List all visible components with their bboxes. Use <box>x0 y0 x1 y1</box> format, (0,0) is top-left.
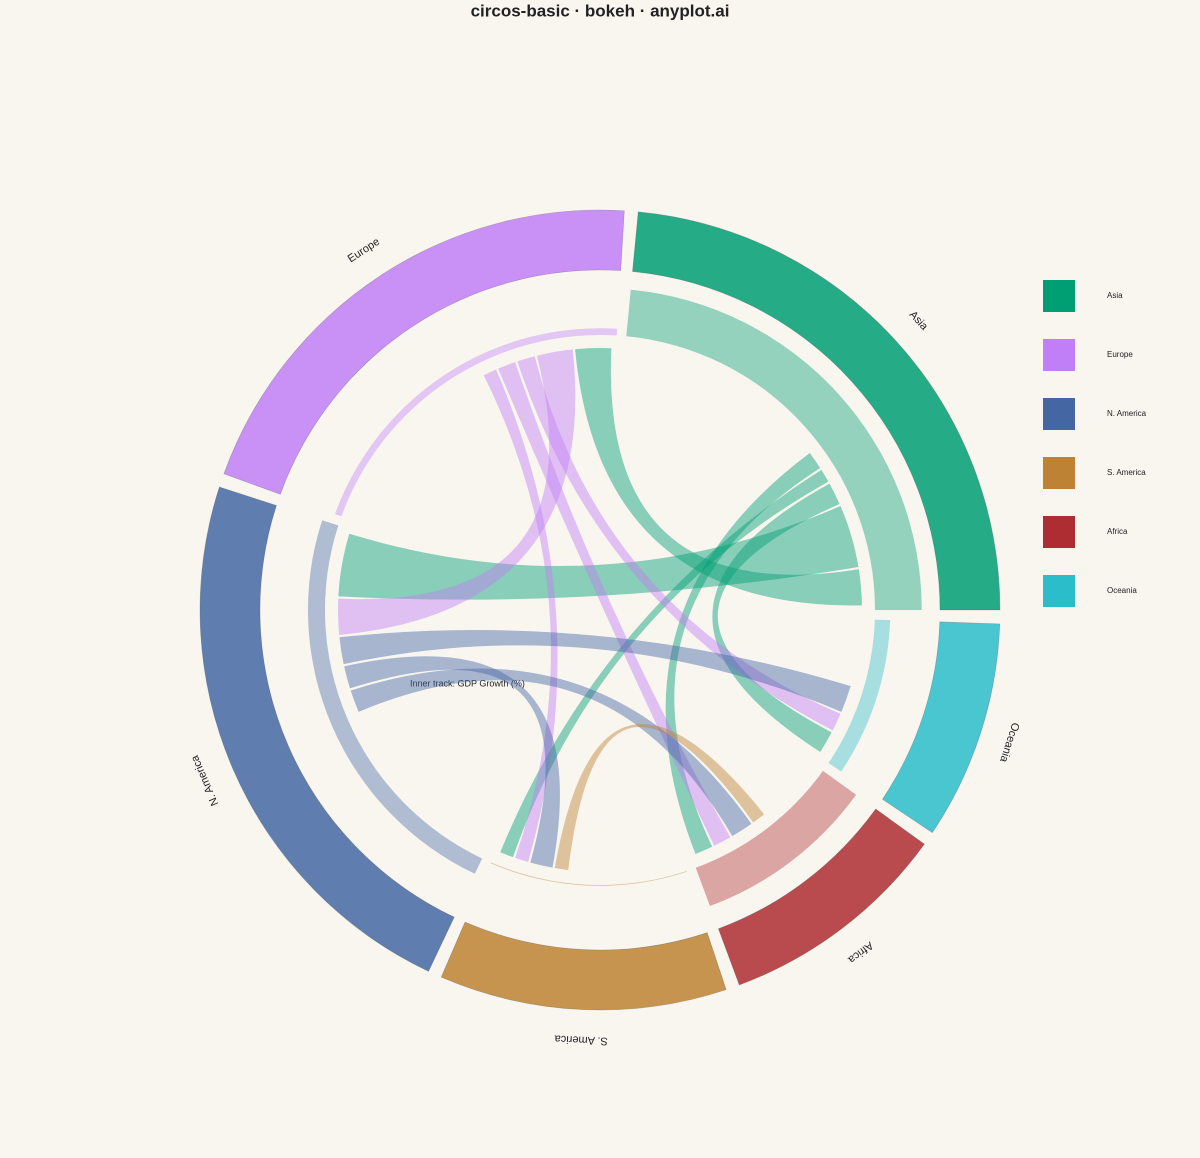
segment-arc <box>718 808 925 986</box>
link <box>338 349 576 635</box>
segment-label: Africa <box>845 939 875 966</box>
link <box>338 506 859 600</box>
link <box>498 362 731 846</box>
legend-label: Africa <box>1107 527 1128 536</box>
legend-label: S. America <box>1107 468 1146 477</box>
track-bar <box>695 770 857 907</box>
link <box>712 483 840 752</box>
legend-label: Oceania <box>1107 586 1137 595</box>
segment-label: Oceania <box>997 721 1021 765</box>
legend-swatch <box>1043 280 1075 312</box>
legend-label: Asia <box>1107 291 1123 300</box>
legend-label: N. America <box>1107 409 1147 418</box>
segment-arc <box>882 621 1001 834</box>
segment-label: Asia <box>907 309 931 334</box>
segment-arc <box>632 211 1001 611</box>
legend-swatch <box>1043 575 1075 607</box>
link <box>344 656 560 868</box>
segment-arc <box>440 921 727 1011</box>
link <box>339 630 851 712</box>
segment-label: N. America <box>189 753 222 808</box>
segment-arc <box>199 486 455 972</box>
track-label: Inner track: GDP Growth (%) <box>410 678 525 688</box>
track-bar <box>828 619 891 772</box>
track-bar <box>308 520 483 874</box>
legend-swatch <box>1043 398 1075 430</box>
track-bar <box>335 328 618 517</box>
segment-label: S. America <box>554 1032 609 1046</box>
legend-swatch <box>1043 516 1075 548</box>
legend-label: Europe <box>1107 350 1133 359</box>
track-bar <box>490 862 687 886</box>
chart-title: circos-basic · bokeh · anyplot.ai <box>471 1 730 20</box>
segment-label: Europe <box>346 236 382 266</box>
legend-swatch <box>1043 339 1075 371</box>
legend-swatch <box>1043 457 1075 489</box>
link <box>575 348 862 606</box>
track-bar <box>626 289 922 610</box>
segment-arc <box>223 209 625 495</box>
link <box>554 724 765 871</box>
link <box>350 668 752 837</box>
